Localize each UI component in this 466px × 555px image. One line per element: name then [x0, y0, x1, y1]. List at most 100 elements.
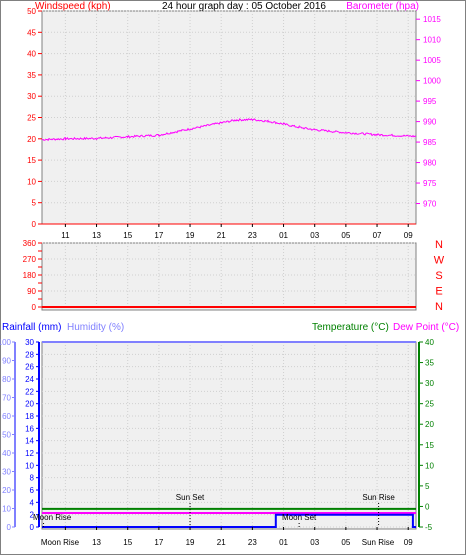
- direction-tick-label: 270: [23, 255, 37, 264]
- windspeed-tick-label: 40: [27, 50, 36, 59]
- barometer-tick-label: 1005: [423, 56, 441, 65]
- time-tick-label: 17: [154, 538, 163, 547]
- temperature-tick-label: -5: [425, 523, 433, 532]
- time-tick-label: 15: [123, 538, 132, 547]
- barometer-tick-label: 980: [423, 159, 437, 168]
- humidity-axis-label: Humidity (%): [67, 322, 124, 333]
- windspeed-axis-label: Windspeed (kph): [35, 1, 111, 12]
- temperature-axis-label: Temperature (°C): [312, 322, 389, 333]
- time-tick-label: 09: [404, 538, 413, 547]
- windspeed-tick-label: 20: [27, 135, 36, 144]
- rainfall-tick-label: 30: [25, 338, 34, 347]
- temperature-tick-label: 40: [425, 338, 434, 347]
- rainfall-tick-label: 8: [30, 474, 35, 483]
- rainfall-tick-label: 14: [25, 437, 34, 446]
- temperature-tick-label: 10: [425, 461, 434, 470]
- event-label: Sun Rise: [362, 493, 395, 502]
- windspeed-tick-label: 30: [27, 92, 36, 101]
- compass-label: N: [435, 301, 443, 313]
- rainfall-tick-label: 4: [30, 498, 35, 507]
- windspeed-tick-label: 45: [27, 28, 36, 37]
- time-tick-label: 15: [123, 231, 132, 240]
- windspeed-tick-label: 50: [27, 7, 36, 16]
- direction-tick-label: 180: [23, 271, 37, 280]
- rainfall-tick-label: 24: [25, 375, 34, 384]
- windspeed-tick-label: 0: [32, 220, 37, 229]
- humidity-tick-label: 100: [0, 338, 12, 347]
- time-tick-label: 01: [279, 538, 288, 547]
- rainfall-tick-label: 28: [25, 350, 34, 359]
- rainfall-tick-label: 6: [30, 486, 35, 495]
- event-label: Sun Set: [176, 493, 205, 502]
- rainfall-axis-label: Rainfall (mm): [2, 322, 61, 333]
- windspeed-tick-label: 25: [27, 114, 36, 123]
- time-tick-label: 11: [61, 231, 70, 240]
- event-label: Moon Rise: [33, 513, 72, 522]
- time-tick-label: 23: [248, 538, 257, 547]
- humidity-tick-label: 80: [2, 375, 11, 384]
- barometer-tick-label: 985: [423, 138, 437, 147]
- time-tick-label: 13: [92, 538, 101, 547]
- windspeed-tick-label: 10: [27, 177, 36, 186]
- time-tick-label: 17: [154, 231, 163, 240]
- humidity-tick-label: 90: [2, 357, 11, 366]
- time-tick-label: 23: [248, 231, 257, 240]
- compass-label: S: [435, 270, 442, 282]
- astronomy-events: Moon Rise Sun Set Moon Set Sun Rise: [33, 493, 395, 527]
- direction-tick-label: 90: [27, 287, 36, 296]
- time-tick-label: 21: [217, 538, 226, 547]
- humidity-tick-label: 10: [2, 505, 11, 514]
- humidity-tick-label: 60: [2, 412, 11, 421]
- time-tick-label: 01: [279, 231, 288, 240]
- rainfall-series-line: [42, 513, 416, 528]
- barometer-tick-label: 995: [423, 97, 437, 106]
- time-tick-label: 19: [186, 538, 195, 547]
- barometer-tick-label: 975: [423, 179, 437, 188]
- time-tick-label: 21: [217, 231, 226, 240]
- barometer-tick-label: 1010: [423, 36, 441, 45]
- time-tick-label: 05: [341, 538, 350, 547]
- time-tick-label: 03: [310, 538, 319, 547]
- time-tick-label: 07: [373, 231, 382, 240]
- compass-label: N: [435, 239, 443, 251]
- windspeed-tick-label: 35: [27, 71, 36, 80]
- barometer-tick-label: 970: [423, 200, 437, 209]
- direction-tick-label: 0: [32, 303, 37, 312]
- humidity-tick-label: 50: [2, 431, 11, 440]
- event-label: Moon Set: [282, 513, 317, 522]
- temperature-tick-label: 25: [425, 400, 434, 409]
- time-tick-label: 03: [310, 231, 319, 240]
- temperature-tick-label: 20: [425, 420, 434, 429]
- time-tick-label: 09: [404, 231, 413, 240]
- humidity-tick-label: 40: [2, 449, 11, 458]
- temperature-tick-label: 30: [425, 379, 434, 388]
- rainfall-tick-label: 0: [30, 523, 35, 532]
- temperature-tick-label: 5: [425, 482, 430, 491]
- dewpoint-axis-label: Dew Point (°C): [393, 322, 459, 333]
- barometer-tick-label: 990: [423, 118, 437, 127]
- time-tick-label: Moon Rise: [41, 538, 80, 547]
- rain-temp-plot-area: [41, 341, 417, 530]
- windspeed-tick-label: 5: [32, 199, 37, 208]
- humidity-tick-label: 30: [2, 468, 11, 477]
- rainfall-tick-label: 16: [25, 424, 34, 433]
- wind-direction-plot-area: [41, 242, 417, 311]
- rainfall-tick-label: 18: [25, 412, 34, 421]
- rainfall-tick-label: 12: [25, 449, 34, 458]
- temperature-tick-label: 15: [425, 441, 434, 450]
- rainfall-tick-label: 26: [25, 363, 34, 372]
- chart-title: 24 hour graph day : 05 October 2016: [162, 1, 326, 12]
- barometer-tick-label: 1000: [423, 77, 441, 86]
- axis-ticks: 0510152025303540455097097598098599099510…: [0, 7, 445, 547]
- barometer-axis-label: Barometer (hpa): [346, 1, 419, 12]
- direction-tick-label: 360: [23, 239, 37, 248]
- rainfall-tick-label: 10: [25, 461, 34, 470]
- time-tick-label: 13: [92, 231, 101, 240]
- time-tick-label: Sun Rise: [362, 538, 395, 547]
- rainfall-tick-label: 22: [25, 387, 34, 396]
- barometer-tick-label: 1015: [423, 15, 441, 24]
- compass-label: W: [434, 255, 445, 267]
- rainfall-tick-label: 20: [25, 400, 34, 409]
- temperature-tick-label: 0: [425, 502, 430, 511]
